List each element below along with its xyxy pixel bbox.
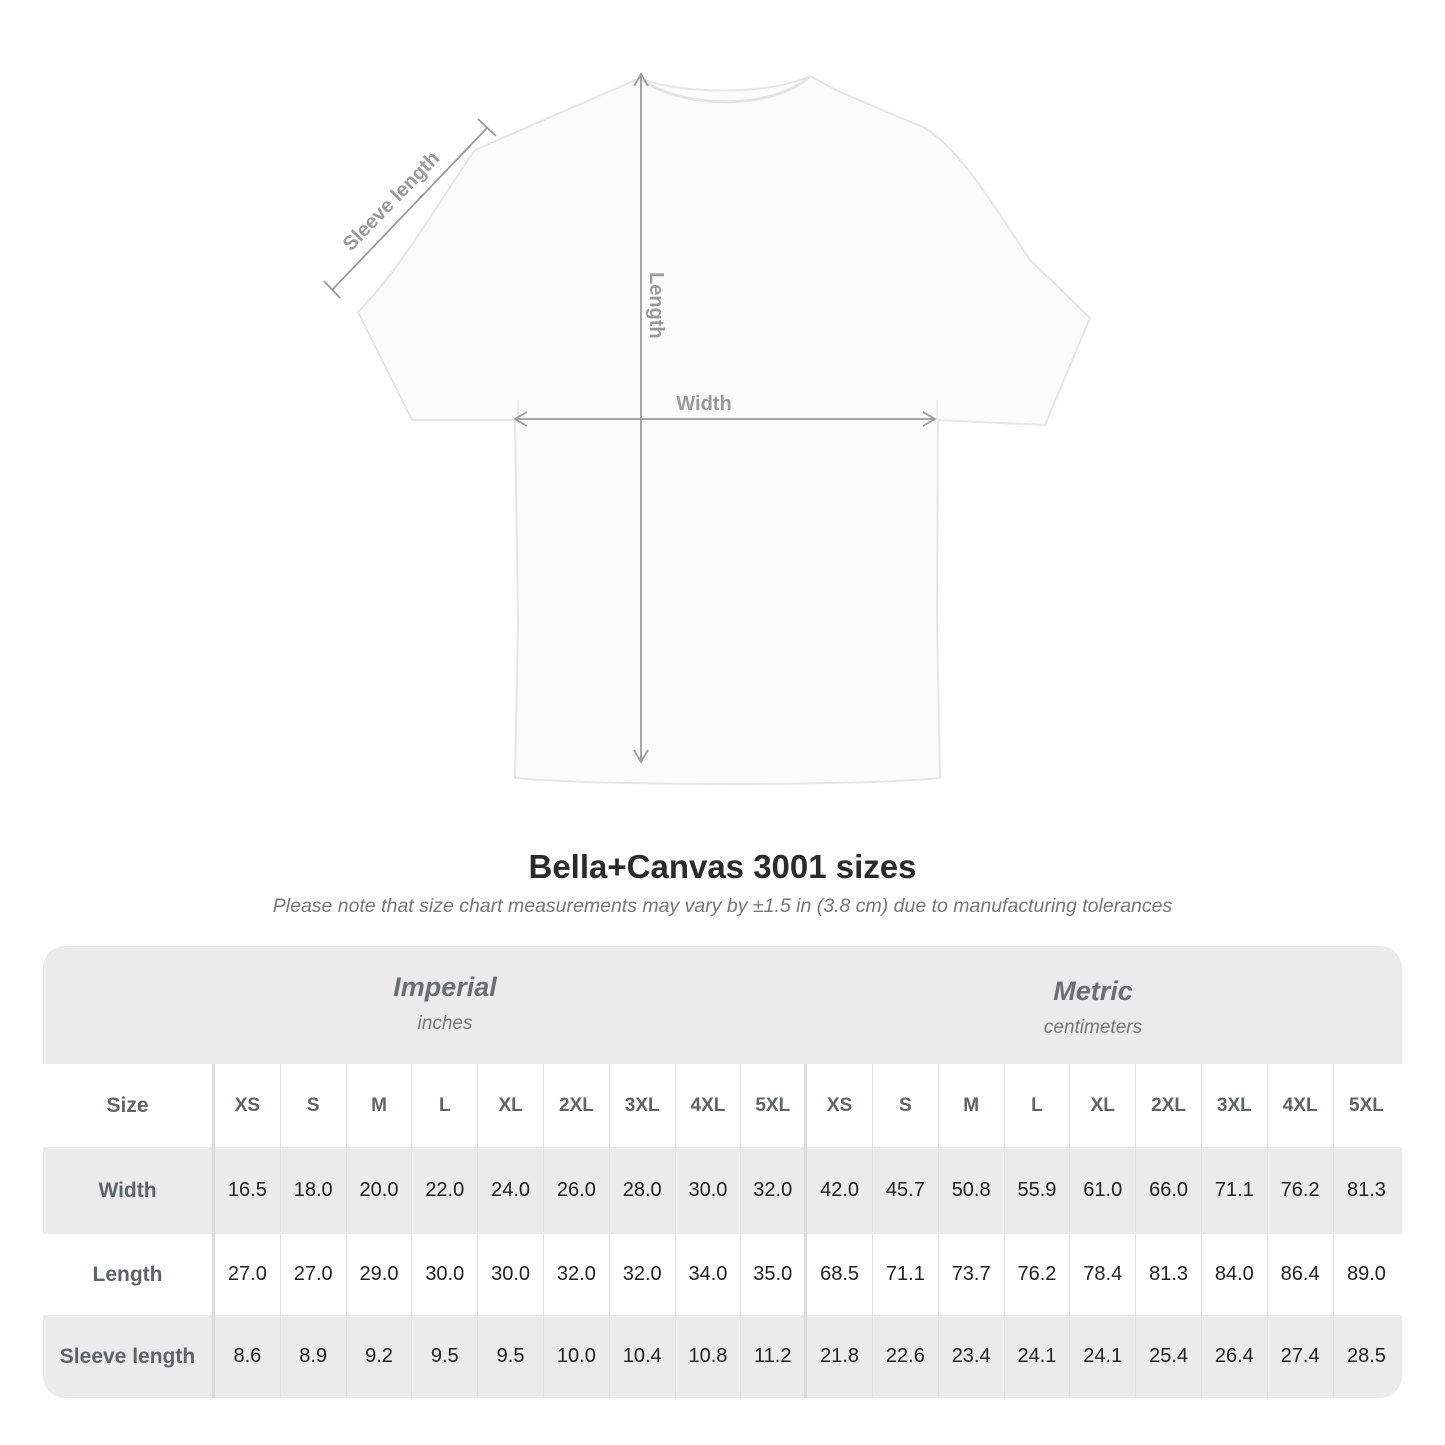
table-cell: 27.0 [281,1234,347,1315]
table-cell: 28.5 [1346,1345,1386,1367]
table-cell: 11.2 [741,1315,808,1398]
table-row: Length 27.0 27.0 29.0 30.0 30.0 32.0 32.0 34.0 35… [43,1234,1402,1315]
table-cell: 34.0 [676,1234,742,1315]
table-cell: 66.0 [1136,1147,1202,1234]
table-cell: 45.7 [873,1147,939,1234]
table-cell: 24.1 [1070,1315,1137,1398]
table-cell: 18.0 [281,1147,347,1234]
tshirt-diagram: Length Width Sleeve length [323,72,1092,785]
table-cell: 71.1 [1202,1147,1268,1234]
size-column-header: 2XL [1136,1064,1202,1147]
size-column-header: 4XL [676,1064,742,1147]
table-cell: 20.0 [347,1147,413,1234]
table-cell: 24.1 [1005,1315,1071,1398]
table-cell: 28.0 [610,1147,676,1234]
table-cell: 8.9 [281,1315,347,1398]
table-cell: 24.0 [478,1147,544,1234]
length-label: Length [645,272,667,339]
table-cell: 10.4 [610,1315,676,1398]
table-cell: 50.8 [939,1147,1005,1234]
table-cell: 42.0 [807,1147,873,1234]
table-cell: 27.0 [215,1234,281,1315]
table-cell: 81.3 [1346,1179,1386,1201]
table-row: Width 16.5 18.0 20.0 22.0 24.0 26.0 28.0 30.0 32.… [43,1147,1402,1234]
size-column-header: 2XL [544,1064,610,1147]
size-column-header: XS [807,1064,873,1147]
size-column-header: M [939,1064,1005,1147]
sleeve-measure-line [331,127,488,291]
table-cell: 23.4 [939,1315,1005,1398]
table-cell: 26.4 [1202,1315,1268,1398]
table-cell: 68.5 [807,1234,873,1315]
size-column-header: M [347,1064,413,1147]
row-label: Length [43,1234,215,1315]
table-cell: 32.0 [610,1234,676,1315]
table-row: Sleeve length 8.6 8.9 9.2 9.5 9.5 10.0 10.4 10.8… [43,1315,1402,1398]
imperial-header: Imperial inches [215,972,675,1035]
imperial-unit: inches [417,1013,473,1034]
table-cell: 89.0 [1346,1263,1386,1285]
metric-title: Metric [1053,976,1133,1006]
size-column-header: L [412,1064,479,1147]
table-cell: 73.7 [939,1234,1005,1315]
size-column-header: XL [1070,1064,1137,1147]
imperial-title: Imperial [393,972,497,1002]
size-header-row: Size XS S M L XL 2XL 3XL 4XL 5XL XS S M L XL 2XL 3XL 4XL 5… [43,1064,1402,1147]
size-column-header: 5XL [741,1064,808,1147]
table-cell: 30.0 [412,1234,479,1315]
table-cell: 10.8 [676,1315,742,1398]
table-cell: 27.4 [1268,1315,1334,1398]
table-cell: 25.4 [1136,1315,1202,1398]
table-cell: 32.0 [544,1234,610,1315]
table-cell: 26.0 [544,1147,610,1234]
table-cell: 76.2 [1005,1234,1071,1315]
metric-header: Metric centimeters [809,976,1377,1039]
table-cell: 8.6 [215,1315,281,1398]
table-cell: 30.0 [676,1147,742,1234]
table-cell: 30.0 [478,1234,544,1315]
table-cell: 61.0 [1070,1147,1137,1234]
metric-unit: centimeters [1043,1017,1143,1038]
table-cell: 22.6 [873,1315,939,1398]
size-column-header: 3XL [1202,1064,1268,1147]
table-cell: 81.3 [1136,1234,1202,1315]
unit-header-band [43,946,1402,1064]
page-title: Bella+Canvas 3001 sizes [528,848,917,885]
size-header-label: Size [43,1064,215,1147]
size-chart-table: Imperial inches Metric centimeters Size X… [43,946,1402,1398]
table-cell: 71.1 [873,1234,939,1315]
size-column-header: XS [215,1064,281,1147]
table-cell: 16.5 [215,1147,281,1234]
size-column-header: S [873,1064,939,1147]
table-cell: 32.0 [741,1147,808,1234]
table-cell: 9.5 [412,1315,479,1398]
table-cell: 78.4 [1070,1234,1137,1315]
row-label: Width [43,1147,215,1234]
row-label: Sleeve length [43,1315,215,1398]
table-cell: 9.5 [478,1315,544,1398]
table-cell: 86.4 [1268,1234,1334,1315]
table-cell: 9.2 [347,1315,413,1398]
tshirt-image [356,74,1092,785]
size-column-header: 5XL [1349,1094,1384,1116]
table-cell: 84.0 [1202,1234,1268,1315]
table-cell: 29.0 [347,1234,413,1315]
size-column-header: 4XL [1268,1064,1334,1147]
table-cell: 35.0 [741,1234,808,1315]
tolerance-note: Please note that size chart measurements… [272,895,1173,917]
table-cell: 22.0 [412,1147,479,1234]
table-cell: 10.0 [544,1315,610,1398]
table-cell: 55.9 [1005,1147,1071,1234]
size-column-header: XL [478,1064,544,1147]
size-column-header: S [281,1064,347,1147]
size-column-header: 3XL [610,1064,676,1147]
width-label: Width [676,393,731,415]
table-cell: 21.8 [807,1315,873,1398]
table-cell: 76.2 [1268,1147,1334,1234]
size-column-header: L [1005,1064,1071,1147]
